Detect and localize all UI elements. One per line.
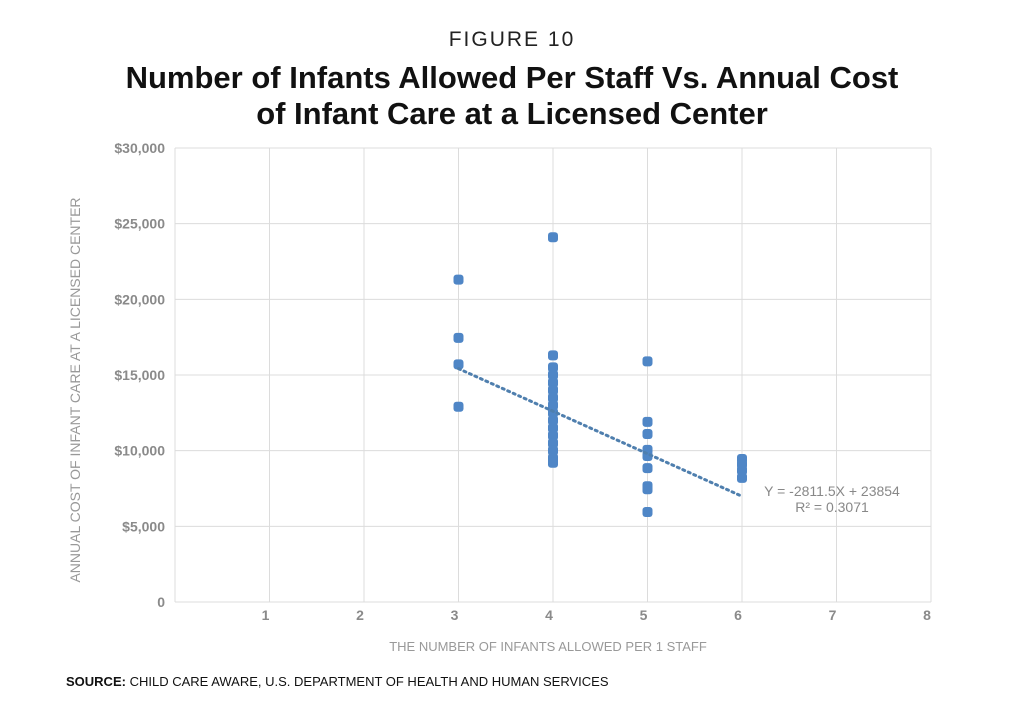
x-tick-label: 8 [923,607,931,623]
data-point [548,362,558,373]
data-point [737,465,747,476]
figure-label: FIGURE 10 [448,28,576,51]
data-point [548,457,558,468]
data-point [548,232,558,243]
y-tick-label: $30,000 [114,140,165,156]
data-point [548,350,558,361]
data-point [548,370,558,380]
data-point [642,416,653,427]
data-point [642,356,653,367]
data-point [548,422,558,433]
trendline-r-squared: R² = 0.3071 [795,499,869,515]
data-point [548,445,558,456]
data-point [453,359,464,370]
data-point [737,472,747,483]
data-point [548,430,558,441]
x-tick-label: 3 [451,607,459,623]
x-tick-label: 1 [262,607,270,623]
data-point [548,415,558,426]
trendline [457,367,744,498]
y-tick-label: 0 [157,594,165,610]
data-point [453,332,464,343]
title-line-1: Number of Infants Allowed Per Staff Vs. … [125,60,899,95]
x-tick-label: 6 [734,607,742,623]
data-point [642,463,653,474]
x-tick-label: 7 [829,607,837,623]
trendline-equation: Y = -2811.5X + 23854 [764,483,900,499]
x-tick-label: 2 [356,607,364,623]
data-point [453,274,464,285]
y-axis-label: ANNUAL COST OF INFANT CARE AT A LICENSED… [67,197,83,582]
data-point [548,385,558,396]
y-tick-label: $10,000 [114,443,165,459]
data-point [453,401,464,412]
y-tick-label: $25,000 [114,216,165,232]
data-point [548,438,558,449]
source-text: CHILD CARE AWARE, U.S. DEPARTMENT OF HEA… [129,674,609,689]
title-line-2: of Infant Care at a Licensed Center [256,96,768,131]
y-tick-label: $5,000 [122,518,165,534]
data-point [642,429,653,440]
data-point [642,484,653,495]
x-axis-label: THE NUMBER OF INFANTS ALLOWED PER 1 STAF… [389,639,707,654]
source-label: SOURCE: [66,674,126,689]
data-point [642,506,653,517]
data-point [548,377,558,388]
data-point [548,400,558,411]
data-point [548,392,558,403]
source-note: SOURCE: CHILD CARE AWARE, U.S. DEPARTMEN… [66,674,609,689]
x-tick-label: 4 [545,607,553,623]
y-tick-label: $15,000 [114,367,165,383]
x-tick-label: 5 [640,607,648,623]
y-tick-label: $20,000 [114,291,165,307]
chart-title: Number of Infants Allowed Per Staff Vs. … [0,60,1024,132]
